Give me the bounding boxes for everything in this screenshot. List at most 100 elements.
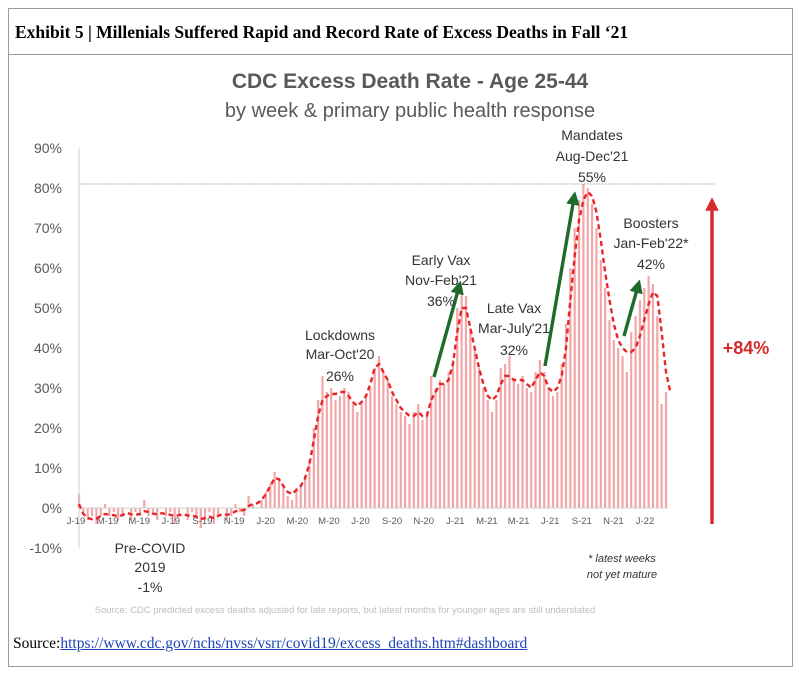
x-tick-label: N-20 xyxy=(413,516,434,527)
bar xyxy=(434,388,437,508)
x-tick-label: M-19 xyxy=(128,516,150,527)
x-tick-label: N-21 xyxy=(603,516,624,527)
mandates-arrow xyxy=(543,191,580,367)
bar xyxy=(90,508,94,516)
bar xyxy=(621,356,624,508)
annotation-lockdowns-line2: Mar-Oct'20 xyxy=(306,346,375,362)
bar xyxy=(260,500,263,508)
bar xyxy=(604,288,607,508)
bar xyxy=(173,508,176,524)
bar xyxy=(138,508,141,516)
annotation-pre-covid-line2: 2019 xyxy=(134,559,165,575)
bar xyxy=(477,368,481,508)
y-tick-label: 60% xyxy=(34,260,62,276)
early-vax-arrow xyxy=(432,280,464,378)
bar xyxy=(347,392,350,508)
y-tick-label: -10% xyxy=(29,540,62,556)
bar xyxy=(186,508,189,520)
bar xyxy=(569,268,572,508)
bar xyxy=(308,460,311,508)
annotation-late-vax-line3: 32% xyxy=(500,342,528,358)
bar xyxy=(273,472,276,508)
x-tick-label: J-20 xyxy=(256,516,274,527)
bar xyxy=(364,396,368,508)
boosters-arrow xyxy=(622,279,643,337)
bar xyxy=(295,488,298,508)
bar xyxy=(390,396,394,508)
x-tick-label: M-19 xyxy=(97,516,119,527)
bar xyxy=(304,476,307,508)
total-change-label: +84% xyxy=(723,338,770,358)
bar xyxy=(386,380,389,508)
bar xyxy=(164,508,168,516)
bar xyxy=(430,376,433,508)
bar xyxy=(590,204,594,508)
bar xyxy=(369,388,372,508)
annotation-early-vax-line3: 36% xyxy=(427,293,455,309)
footnote-line1: * latest weeks xyxy=(588,553,656,565)
bar xyxy=(264,492,268,508)
bar xyxy=(247,496,250,508)
bar xyxy=(277,480,281,508)
x-tick-label: N-19 xyxy=(224,516,245,527)
bar xyxy=(156,508,159,520)
bar xyxy=(617,348,620,508)
bar xyxy=(312,428,315,508)
exhibit-title: Exhibit 5 | Millenials Suffered Rapid an… xyxy=(15,22,629,42)
bar xyxy=(299,484,302,508)
bar xyxy=(438,380,441,508)
annotation-early-vax-line1: Early Vax xyxy=(412,252,471,268)
bar xyxy=(495,400,498,508)
bar xyxy=(117,508,120,520)
bar xyxy=(482,388,485,508)
bar xyxy=(508,356,511,508)
bar xyxy=(243,508,246,516)
bar xyxy=(630,332,633,508)
footnote-line2: not yet mature xyxy=(587,569,657,581)
bar xyxy=(82,508,85,512)
bar xyxy=(499,368,502,508)
bar xyxy=(169,508,172,512)
x-tick-label: S-19 xyxy=(192,516,212,527)
source-link[interactable]: https://www.cdc.gov/nchs/nvss/vsrr/covid… xyxy=(60,635,528,652)
bar xyxy=(282,488,285,508)
y-tick-label: 0% xyxy=(42,500,62,516)
bar xyxy=(404,416,407,508)
bar xyxy=(573,228,576,508)
annotation-boosters-line1: Boosters xyxy=(623,215,678,231)
bar xyxy=(103,504,107,508)
bar xyxy=(656,316,659,508)
source-note: Source: CDC predicted excess deaths adju… xyxy=(95,605,596,616)
bar xyxy=(269,484,272,508)
y-tick-label: 40% xyxy=(34,340,62,356)
bar xyxy=(377,356,381,508)
bar xyxy=(421,420,424,508)
bars-layer xyxy=(77,184,668,528)
bar xyxy=(525,388,528,508)
bar xyxy=(143,500,146,508)
bar xyxy=(351,404,355,508)
bar xyxy=(599,260,602,508)
annotation-early-vax-line2: Nov-Feb'21 xyxy=(405,272,477,288)
y-tick-label: 20% xyxy=(34,420,62,436)
bar xyxy=(408,424,411,508)
annotation-pre-covid-line3: -1% xyxy=(138,579,163,595)
bar xyxy=(204,508,207,520)
y-tick-label: 50% xyxy=(34,300,62,316)
bar xyxy=(412,412,415,508)
bar xyxy=(395,404,398,508)
arrows-layer xyxy=(432,191,719,524)
bar xyxy=(534,372,537,508)
bar xyxy=(317,400,320,508)
bar xyxy=(360,404,363,508)
bar xyxy=(208,508,211,512)
bar xyxy=(647,276,650,508)
bar xyxy=(460,288,463,508)
bar xyxy=(238,508,241,512)
bar xyxy=(95,508,98,524)
bar xyxy=(595,228,598,508)
x-tick-label: J-19 xyxy=(67,516,85,527)
x-tick-label: J-22 xyxy=(636,516,654,527)
bar xyxy=(473,348,476,508)
bar xyxy=(234,504,237,508)
